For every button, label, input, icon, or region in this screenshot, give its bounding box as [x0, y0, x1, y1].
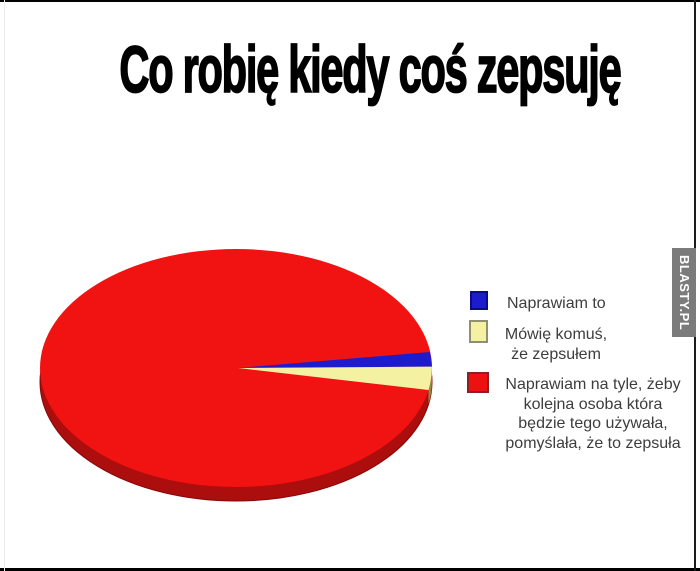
pie-slice-blue	[238, 352, 432, 368]
legend-swatch-naprawiam-to	[470, 291, 488, 310]
watermark-badge: BLASTY.PL	[672, 248, 696, 337]
pie-slice-red-top	[40, 249, 432, 487]
legend-label-mowie-komus: Mówię komuś, że zepsułem	[502, 325, 610, 364]
legend-label-line: Naprawiam na tyle, żeby	[505, 376, 681, 393]
top-border-line	[0, 0, 700, 2]
legend-label-line: że zepsułem	[511, 345, 601, 363]
legend-swatch-mowie-komus	[469, 320, 488, 343]
legend-swatch-naprawiam-na-tyle	[467, 372, 489, 393]
pie-chart	[39, 249, 433, 502]
legend-label-line: Mówię komuś,	[504, 326, 608, 343]
legend-label-line: kolejna osoba która	[523, 395, 663, 413]
pie-slice-yellow-side	[428, 368, 432, 404]
left-border-line	[4, 0, 5, 571]
legend-label-line: będzie tego używała,	[518, 415, 668, 432]
pie-slice-yellow	[238, 366, 432, 390]
legend-label-naprawiam-to: Naprawiam to	[507, 294, 606, 314]
meme-title: Co robię kiedy coś zepsuję	[119, 32, 622, 106]
legend-label-line: pomyślała, że to zepsuła	[505, 434, 681, 452]
legend-label-line: Naprawiam to	[507, 295, 606, 312]
legend-label-naprawiam-na-tyle: Naprawiam na tyle, żeby kolejna osoba kt…	[496, 375, 690, 453]
